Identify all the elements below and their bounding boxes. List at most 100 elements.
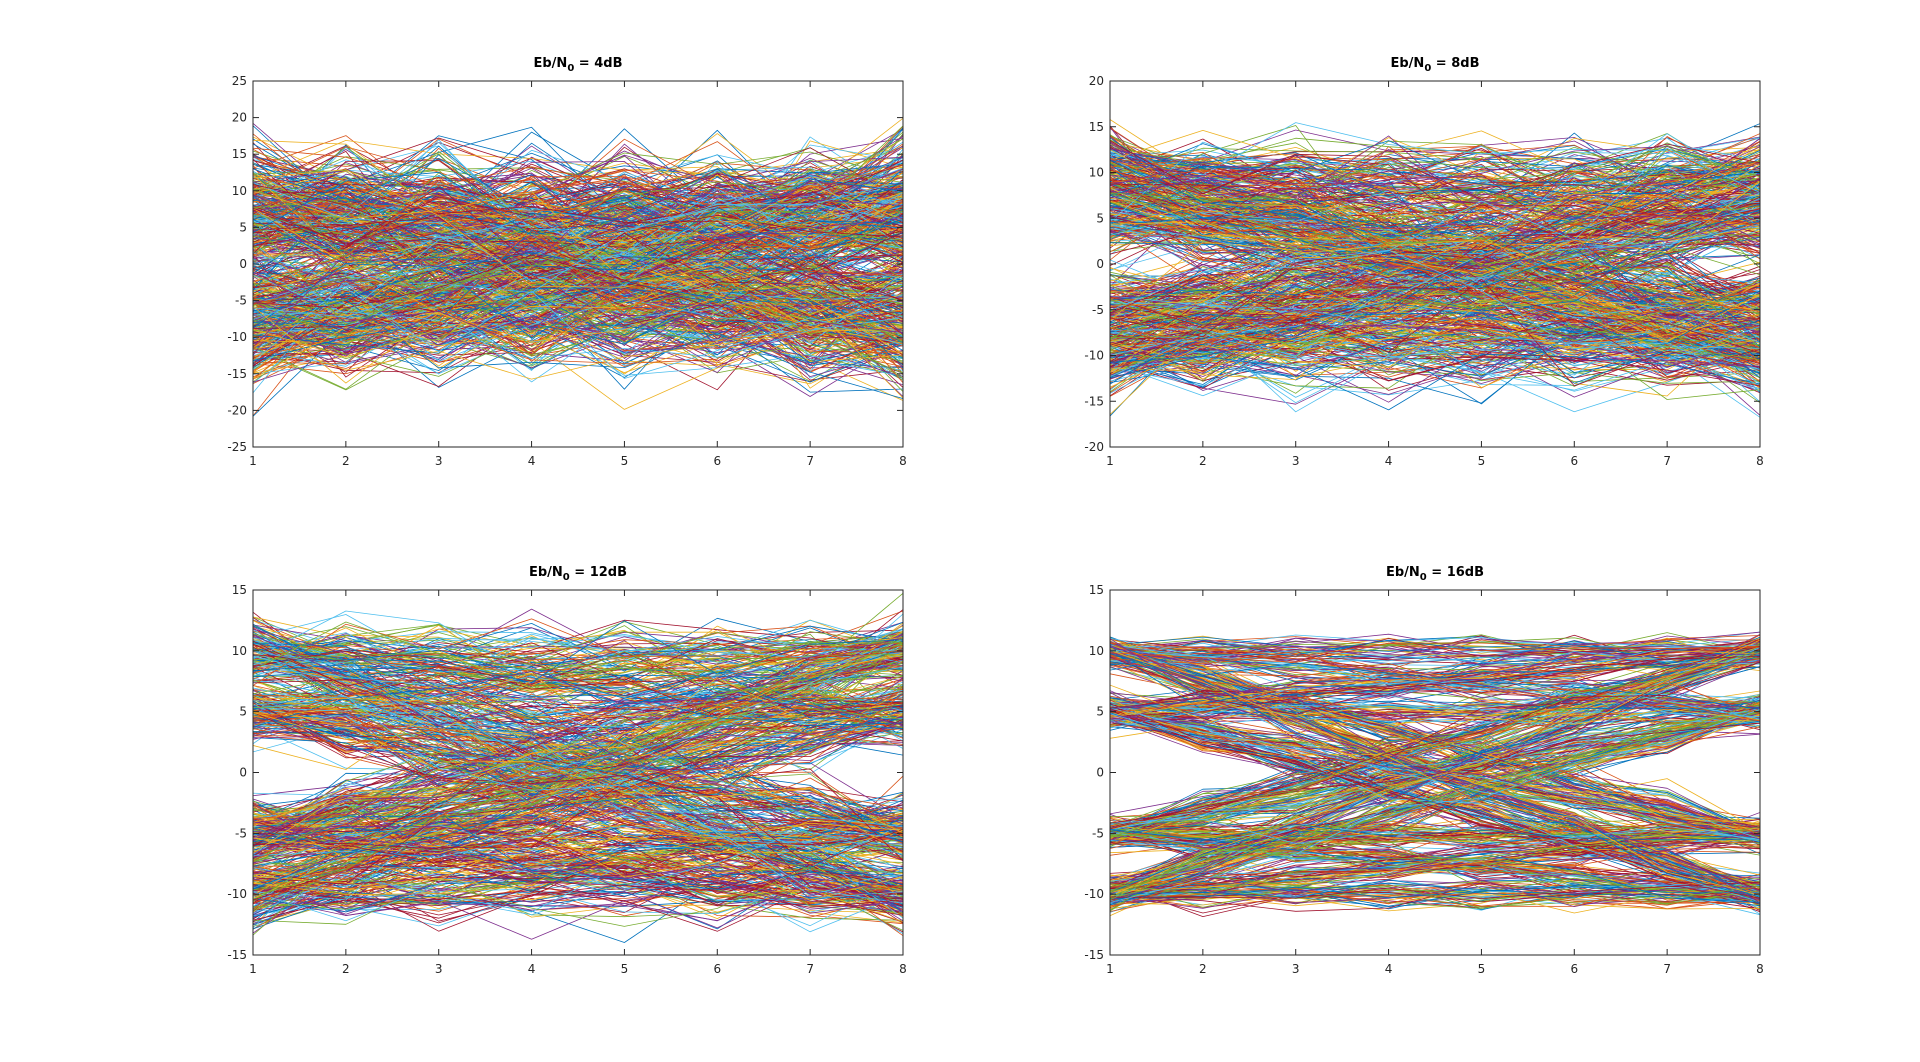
trace-line — [253, 168, 903, 236]
trace-line — [253, 326, 903, 380]
trace-line — [1110, 178, 1760, 294]
trace-line — [1110, 650, 1760, 718]
trace-line — [253, 613, 903, 901]
trace-line — [1110, 844, 1760, 901]
trace-line — [253, 289, 903, 347]
x-tick-label: 7 — [806, 454, 814, 468]
trace-line — [1110, 660, 1760, 832]
trace-line — [253, 666, 903, 889]
trace-line — [253, 216, 903, 293]
trace-line — [253, 695, 903, 904]
trace-line — [253, 169, 903, 355]
trace-line — [1110, 209, 1760, 301]
trace-line — [1110, 284, 1760, 313]
trace-line — [1110, 140, 1760, 200]
trace-line — [1110, 165, 1760, 225]
y-tick-label: -15 — [1084, 394, 1104, 408]
trace-line — [1110, 634, 1760, 648]
trace-line — [253, 650, 903, 896]
trace-line — [253, 290, 903, 369]
trace-line — [1110, 147, 1760, 312]
trace-line — [1110, 143, 1760, 191]
trace-line — [253, 232, 903, 362]
trace-line — [253, 280, 903, 341]
trace-line — [253, 205, 903, 276]
trace-line — [1110, 646, 1760, 708]
y-tick-label: 10 — [232, 644, 247, 658]
trace-line — [1110, 638, 1760, 662]
trace-line — [1110, 284, 1760, 342]
x-tick-label: 5 — [621, 962, 629, 976]
trace-line — [1110, 150, 1760, 197]
trace-line — [1110, 701, 1760, 901]
trace-line — [1110, 133, 1760, 203]
trace-line — [1110, 190, 1760, 340]
trace-line — [253, 168, 903, 344]
y-tick-label: -5 — [1092, 826, 1104, 840]
trace-line — [253, 158, 903, 247]
trace-line — [253, 655, 903, 854]
trace-line — [1110, 886, 1760, 905]
trace-line — [1110, 140, 1760, 184]
trace-line — [253, 326, 903, 380]
trace-line — [1110, 886, 1760, 900]
y-tick-label: 0 — [239, 766, 247, 780]
y-tick-label: 25 — [232, 74, 247, 88]
trace-line — [1110, 216, 1760, 354]
trace-line — [1110, 650, 1760, 896]
trace-line — [253, 216, 903, 320]
trace-line — [253, 659, 903, 899]
trace-line — [253, 712, 903, 834]
trace-line — [1110, 709, 1760, 903]
trace-line — [1110, 639, 1760, 663]
x-tick-label: 8 — [899, 454, 907, 468]
trace-line — [253, 651, 903, 847]
trace-line — [1110, 713, 1760, 894]
trace-line — [253, 172, 903, 348]
trace-line — [253, 174, 903, 363]
traces — [253, 117, 903, 417]
trace-line — [1110, 162, 1760, 379]
trace-line — [1110, 724, 1760, 902]
trace-line — [1110, 636, 1760, 661]
trace-line — [253, 219, 903, 339]
x-tick-label: 6 — [1570, 962, 1578, 976]
trace-line — [253, 184, 903, 376]
trace-line — [253, 642, 903, 730]
trace-line — [253, 844, 903, 908]
trace-line — [1110, 827, 1760, 903]
trace-line — [1110, 824, 1760, 846]
trace-line — [1110, 712, 1760, 887]
x-tick-label: 1 — [249, 962, 257, 976]
trace-line — [1110, 698, 1760, 727]
x-tick-label: 1 — [249, 454, 257, 468]
trace-line — [1110, 656, 1760, 828]
trace-line — [253, 651, 903, 722]
y-tick-label: -15 — [227, 367, 247, 381]
trace-line — [1110, 642, 1760, 658]
trace-line — [253, 282, 903, 363]
trace-line — [1110, 637, 1760, 661]
trace-line — [253, 715, 903, 908]
trace-line — [253, 265, 903, 386]
trace-line — [253, 712, 903, 866]
trace-line — [1110, 711, 1760, 911]
trace-line — [1110, 834, 1760, 899]
trace-line — [1110, 647, 1760, 722]
trace-line — [1110, 347, 1760, 418]
trace-line — [1110, 162, 1760, 268]
trace-line — [1110, 661, 1760, 845]
trace-line — [253, 724, 903, 853]
trace-line — [253, 817, 903, 861]
trace-line — [1110, 145, 1760, 188]
trace-line — [1110, 653, 1760, 724]
trace-line — [253, 287, 903, 370]
trace-line — [253, 860, 903, 921]
trace-line — [1110, 708, 1760, 903]
trace-line — [1110, 644, 1760, 669]
trace-line — [1110, 829, 1760, 903]
trace-line — [1110, 710, 1760, 734]
y-tick-label: 10 — [1089, 166, 1104, 180]
trace-line — [1110, 712, 1760, 878]
x-tick-label: 2 — [342, 454, 350, 468]
